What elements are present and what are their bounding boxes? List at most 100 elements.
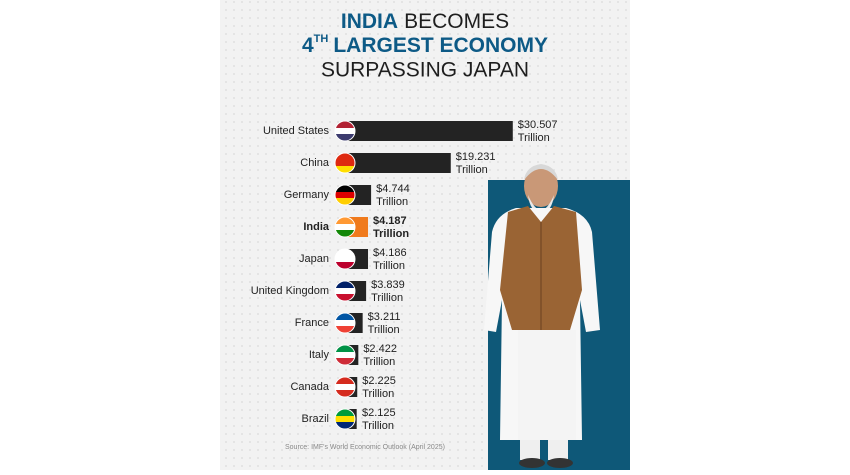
- flag-icon: [334, 312, 356, 334]
- unit-label: Trillion: [376, 196, 408, 208]
- category-label: France: [295, 317, 329, 329]
- flag-body: [335, 185, 355, 205]
- flag-band: [335, 326, 355, 333]
- flag-band: [335, 230, 355, 237]
- unit-label: Trillion: [362, 388, 394, 400]
- flag-outline: [334, 152, 356, 174]
- category-label: China: [300, 157, 330, 169]
- flag-band: [335, 224, 355, 230]
- flag-band: [335, 262, 355, 269]
- flag-band: [335, 185, 355, 192]
- unit-label: Trillion: [363, 356, 395, 368]
- flag-band: [335, 192, 355, 198]
- flag-body: [335, 217, 355, 237]
- bar: [345, 153, 451, 173]
- value-label: $4.744: [376, 183, 410, 195]
- flag-body: [335, 313, 355, 333]
- flag-icon: [334, 216, 356, 238]
- value-label: $4.186: [373, 247, 407, 259]
- title-superscript: TH: [314, 33, 329, 45]
- title-number: 4: [302, 34, 314, 57]
- flag-band: [335, 384, 355, 390]
- value-label: $30.507: [518, 119, 558, 131]
- source-note: Source: IMF's World Economic Outlook (Ap…: [285, 444, 445, 451]
- portrait: [484, 164, 600, 468]
- flag-outline: [334, 216, 356, 238]
- flag-outline: [334, 280, 356, 302]
- flag-outline: [334, 312, 356, 334]
- unit-label: Trillion: [371, 292, 403, 304]
- value-label: $2.422: [363, 343, 397, 355]
- flag-body: [335, 377, 355, 397]
- flag-outline: [334, 376, 356, 398]
- flag-icon: [334, 408, 356, 430]
- flag-band: [335, 358, 355, 365]
- flag-band: [335, 256, 355, 262]
- flag-band: [335, 121, 355, 128]
- unit-label: Trillion: [373, 228, 409, 240]
- category-label: Canada: [290, 381, 329, 393]
- flag-band: [335, 217, 355, 224]
- flag-outline: [334, 408, 356, 430]
- flag-icon: [334, 184, 356, 206]
- value-label: $19.231: [456, 151, 496, 163]
- flag-band: [335, 416, 355, 422]
- category-label: Japan: [299, 253, 329, 265]
- title-line-2: 4TH LARGEST ECONOMY: [302, 33, 548, 57]
- unit-label: Trillion: [456, 164, 488, 176]
- flag-body: [335, 121, 355, 141]
- category-label: Germany: [284, 189, 330, 201]
- flag-body: [335, 249, 355, 269]
- flag-band: [335, 288, 355, 294]
- flag-body: [335, 153, 355, 173]
- flag-band: [335, 249, 355, 256]
- unit-label: Trillion: [373, 260, 405, 272]
- flag-band: [335, 422, 355, 429]
- title-text: BECOMES: [404, 10, 509, 33]
- flag-band: [335, 352, 355, 358]
- flag-icon: [334, 120, 356, 142]
- title-text: LARGEST ECONOMY: [333, 34, 548, 57]
- flag-band: [335, 198, 355, 205]
- flag-icon: [334, 376, 356, 398]
- flag-band: [335, 390, 355, 397]
- category-label: United States: [263, 125, 330, 137]
- flag-band: [335, 153, 355, 160]
- flag-body: [335, 409, 355, 429]
- unit-label: Trillion: [362, 420, 394, 432]
- title-line-1: INDIA BECOMES: [341, 10, 509, 33]
- flag-icon: [334, 248, 356, 270]
- title-line-3: SURPASSING JAPAN: [321, 59, 529, 82]
- value-label: $3.839: [371, 279, 405, 291]
- flag-body: [335, 281, 355, 301]
- category-label: India: [303, 221, 330, 233]
- flag-icon: [334, 344, 356, 366]
- value-label: $2.225: [362, 375, 396, 387]
- value-label: $4.187: [373, 215, 407, 227]
- unit-label: Trillion: [518, 132, 550, 144]
- flag-band: [335, 377, 355, 384]
- value-label: $3.211: [368, 311, 401, 323]
- flag-band: [335, 166, 355, 173]
- unit-label: Trillion: [368, 324, 400, 336]
- flag-band: [335, 313, 355, 320]
- flag-icon: [334, 280, 356, 302]
- flag-body: [335, 345, 355, 365]
- value-label: $2.125: [362, 407, 396, 419]
- flag-band: [335, 128, 355, 134]
- category-label: United Kingdom: [251, 285, 329, 297]
- category-label: Italy: [309, 349, 330, 361]
- flag-band: [335, 409, 355, 416]
- category-label: Brazil: [301, 413, 329, 425]
- flag-outline: [334, 184, 356, 206]
- flag-outline: [334, 248, 356, 270]
- title-highlight: INDIA: [341, 10, 398, 33]
- flag-band: [335, 160, 355, 166]
- flag-icon: [334, 152, 356, 174]
- flag-band: [335, 281, 355, 288]
- flag-band: [335, 294, 355, 301]
- flag-band: [335, 134, 355, 141]
- flag-band: [335, 320, 355, 326]
